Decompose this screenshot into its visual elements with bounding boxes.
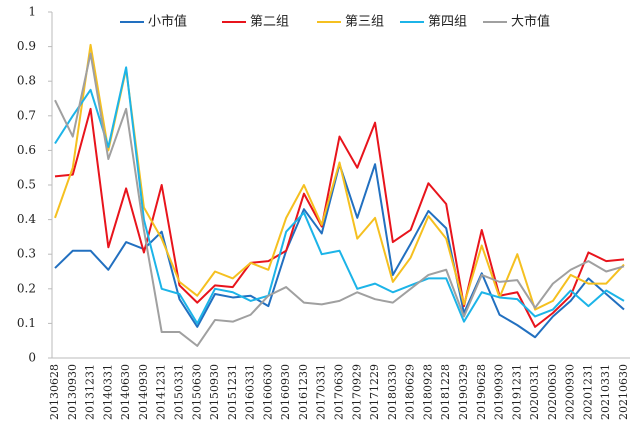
y-tick-label: 0.8: [17, 74, 36, 88]
y-tick-label: 0: [28, 351, 36, 365]
x-tick-label: 20140630: [119, 364, 132, 420]
y-tick-label: 0.3: [17, 247, 36, 261]
x-tick-label: 20210331: [599, 364, 612, 420]
x-tick-label: 20130628: [48, 364, 61, 420]
x-tick-label: 20151231: [226, 364, 239, 420]
series-line: [54, 43, 625, 311]
x-tick-label: 20170331: [315, 364, 328, 420]
x-tick-label: 20171229: [368, 364, 381, 420]
x-tick-label: 20160331: [244, 364, 257, 420]
x-tick-label: 20140930: [137, 364, 150, 420]
x-tick-label: 20160630: [261, 364, 274, 420]
x-tick-label: 20180330: [386, 364, 399, 420]
legend-label: 第三组: [345, 15, 384, 30]
y-tick-label: 0.4: [17, 212, 36, 226]
x-tick-label: 20200930: [564, 364, 577, 420]
x-tick-label: 20140331: [101, 364, 114, 420]
x-tick-label: 20150930: [208, 364, 221, 420]
series-line: [54, 66, 625, 325]
y-tick-label: 0.9: [17, 39, 36, 53]
x-tick-label: 20161230: [297, 364, 310, 420]
y-tick-label: 0.1: [17, 316, 36, 330]
x-tick-label: 20150630: [190, 364, 203, 420]
legend-label: 第二组: [250, 15, 289, 30]
x-tick-label: 20150331: [172, 364, 185, 420]
x-tick-label: 20170630: [333, 364, 346, 420]
x-tick-label: 20190930: [493, 364, 506, 420]
x-tick-label: 20210630: [617, 364, 630, 420]
x-tick-label: 20200331: [528, 364, 541, 420]
legend-label: 大市值: [511, 14, 550, 30]
series-line: [54, 52, 625, 347]
x-tick-label: 20201231: [581, 364, 594, 420]
x-tick-label: 20181228: [439, 364, 452, 420]
x-tick-label: 20141231: [155, 364, 168, 420]
legend-label: 小市值: [148, 14, 187, 30]
series-line: [54, 107, 625, 328]
x-tick-label: 20200630: [546, 364, 559, 420]
x-tick-label: 20170929: [350, 364, 363, 420]
y-tick-label: 0.6: [17, 143, 36, 157]
x-tick-label: 20190329: [457, 364, 470, 420]
x-tick-label: 20130930: [66, 364, 79, 420]
x-tick-label: 20180928: [421, 364, 434, 420]
y-tick-label: 0.5: [17, 178, 36, 192]
y-tick-label: 0.7: [17, 108, 36, 122]
x-tick-label: 20191231: [510, 364, 523, 420]
x-tick-label: 20160930: [279, 364, 292, 420]
legend-label: 第四组: [428, 15, 467, 30]
x-tick-label: 20131231: [84, 364, 97, 420]
y-tick-label: 1: [28, 5, 36, 19]
y-tick-label: 0.2: [17, 281, 36, 295]
x-tick-label: 20180629: [404, 364, 417, 420]
x-tick-label: 20190628: [475, 364, 488, 420]
